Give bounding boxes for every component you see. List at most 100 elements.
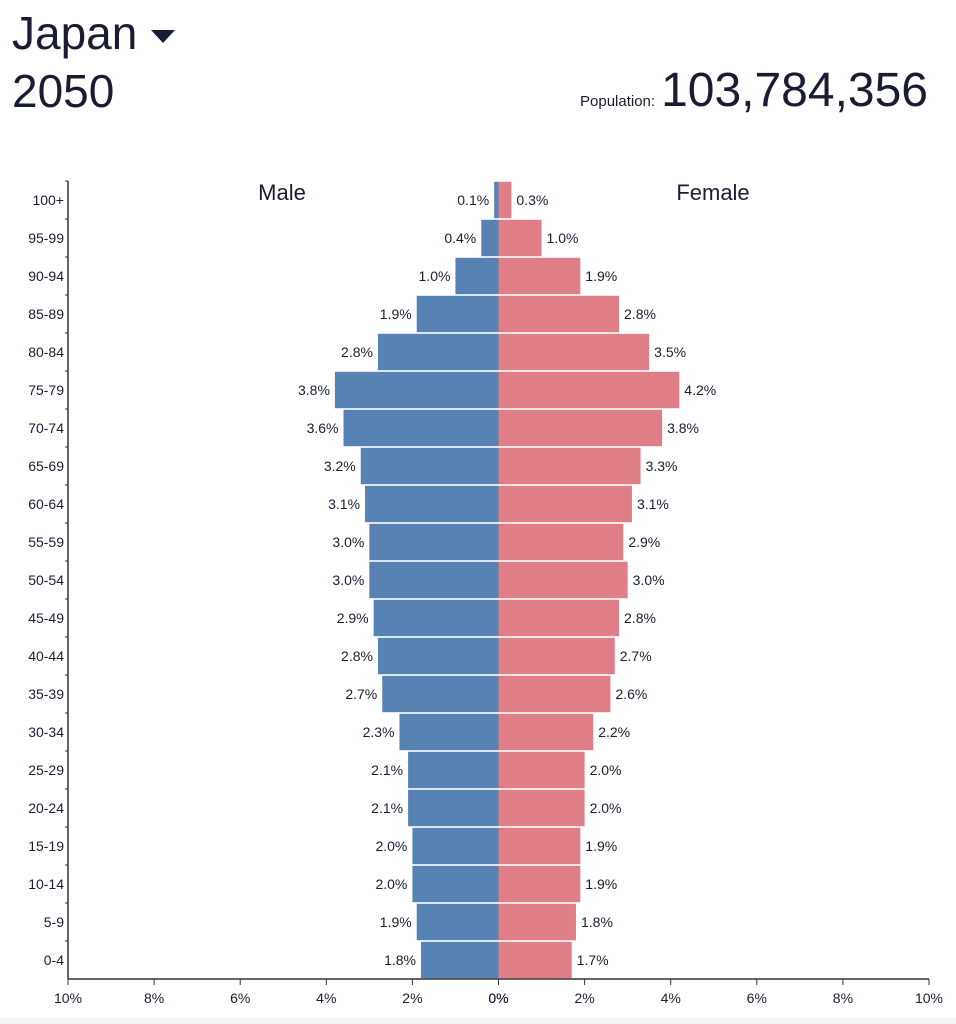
male-data-label: 3.0% [332, 572, 364, 588]
female-data-label: 2.0% [590, 762, 622, 778]
male-bar [360, 447, 499, 485]
male-data-label: 2.9% [337, 610, 369, 626]
male-bar [412, 865, 499, 903]
male-bar [334, 371, 499, 409]
female-bar [498, 827, 581, 865]
female-data-label: 2.2% [598, 724, 630, 740]
male-data-label: 2.8% [341, 648, 373, 664]
female-data-label: 1.9% [585, 838, 617, 854]
female-bar [498, 409, 663, 447]
age-tick-label: 55-59 [28, 534, 64, 550]
age-tick-label: 5-9 [44, 914, 64, 930]
age-tick-label: 15-19 [28, 838, 64, 854]
female-bar [498, 181, 512, 219]
female-bar [498, 789, 585, 827]
age-tick-label: 90-94 [28, 268, 64, 284]
age-tick-label: 0-4 [44, 952, 64, 968]
male-data-label: 3.0% [332, 534, 364, 550]
female-data-label: 3.3% [646, 458, 678, 474]
male-data-label: 1.9% [380, 914, 412, 930]
x-tick-label: 2% [402, 990, 422, 1006]
female-bar [498, 485, 632, 523]
male-data-label: 0.4% [444, 230, 476, 246]
country-dropdown[interactable]: Japan [12, 4, 176, 62]
male-data-label: 2.0% [375, 838, 407, 854]
female-bar [498, 295, 620, 333]
female-data-label: 1.9% [585, 268, 617, 284]
male-data-label: 1.8% [384, 952, 416, 968]
x-tick-label: 8% [144, 990, 164, 1006]
male-bar [494, 181, 499, 219]
male-data-label: 3.6% [307, 420, 339, 436]
age-tick-label: 80-84 [28, 344, 64, 360]
age-tick-label: 70-74 [28, 420, 64, 436]
female-data-label: 3.5% [654, 344, 686, 360]
female-data-label: 2.9% [628, 534, 660, 550]
population-label: Population: [580, 93, 656, 110]
female-bar [498, 219, 542, 257]
female-data-label: 3.8% [667, 420, 699, 436]
year-label: 2050 [12, 65, 115, 117]
age-tick-label: 85-89 [28, 306, 64, 322]
male-data-label: 1.9% [380, 306, 412, 322]
male-data-label: 2.8% [341, 344, 373, 360]
male-bar [365, 485, 499, 523]
male-data-label: 2.3% [363, 724, 395, 740]
female-bar [498, 675, 611, 713]
female-data-label: 1.8% [581, 914, 613, 930]
male-bar [408, 789, 499, 827]
male-bar [373, 599, 499, 637]
male-bar [399, 713, 499, 751]
female-bar [498, 637, 615, 675]
age-tick-label: 60-64 [28, 496, 64, 512]
country-name: Japan [12, 7, 138, 59]
male-data-label: 1.0% [419, 268, 451, 284]
age-tick-label: 65-69 [28, 458, 64, 474]
female-data-label: 0.3% [516, 192, 548, 208]
population-value: 103,784,356 [661, 64, 928, 117]
caret-down-icon[interactable] [151, 29, 176, 43]
x-tick-label: 6% [747, 990, 767, 1006]
age-tick-label: 45-49 [28, 610, 64, 626]
female-bar [498, 447, 641, 485]
female-data-label: 3.0% [633, 572, 665, 588]
female-bar [498, 599, 620, 637]
male-data-label: 3.8% [298, 382, 330, 398]
age-tick-label: 20-24 [28, 800, 64, 816]
female-bar [498, 865, 581, 903]
age-tick-label: 10-14 [28, 876, 64, 892]
male-bar [377, 637, 499, 675]
male-bar [369, 523, 499, 561]
female-data-label: 2.6% [615, 686, 647, 702]
male-bar [343, 409, 499, 447]
male-bar [481, 219, 499, 257]
female-data-label: 2.0% [590, 800, 622, 816]
female-bar [498, 371, 680, 409]
male-bar [416, 295, 499, 333]
age-tick-label: 100+ [32, 192, 64, 208]
male-bar [412, 827, 499, 865]
x-tick-label: 0% [488, 990, 508, 1006]
population-readout: Population: 103,784,356 [580, 62, 928, 120]
age-tick-label: 95-99 [28, 230, 64, 246]
female-data-label: 1.9% [585, 876, 617, 892]
male-bar [408, 751, 499, 789]
male-bar [421, 941, 499, 979]
male-data-label: 2.7% [345, 686, 377, 702]
female-bar [498, 257, 581, 295]
female-data-label: 2.8% [624, 306, 656, 322]
x-tick-label: 4% [316, 990, 336, 1006]
male-data-label: 2.1% [371, 762, 403, 778]
female-legend-label: Female [676, 180, 749, 205]
female-data-label: 2.8% [624, 610, 656, 626]
male-bar [455, 257, 499, 295]
male-data-label: 3.2% [324, 458, 356, 474]
footer-band [0, 1018, 956, 1024]
age-tick-label: 40-44 [28, 648, 64, 664]
x-tick-label: 6% [230, 990, 250, 1006]
male-data-label: 2.1% [371, 800, 403, 816]
male-data-label: 2.0% [375, 876, 407, 892]
age-tick-label: 25-29 [28, 762, 64, 778]
male-bar [377, 333, 499, 371]
